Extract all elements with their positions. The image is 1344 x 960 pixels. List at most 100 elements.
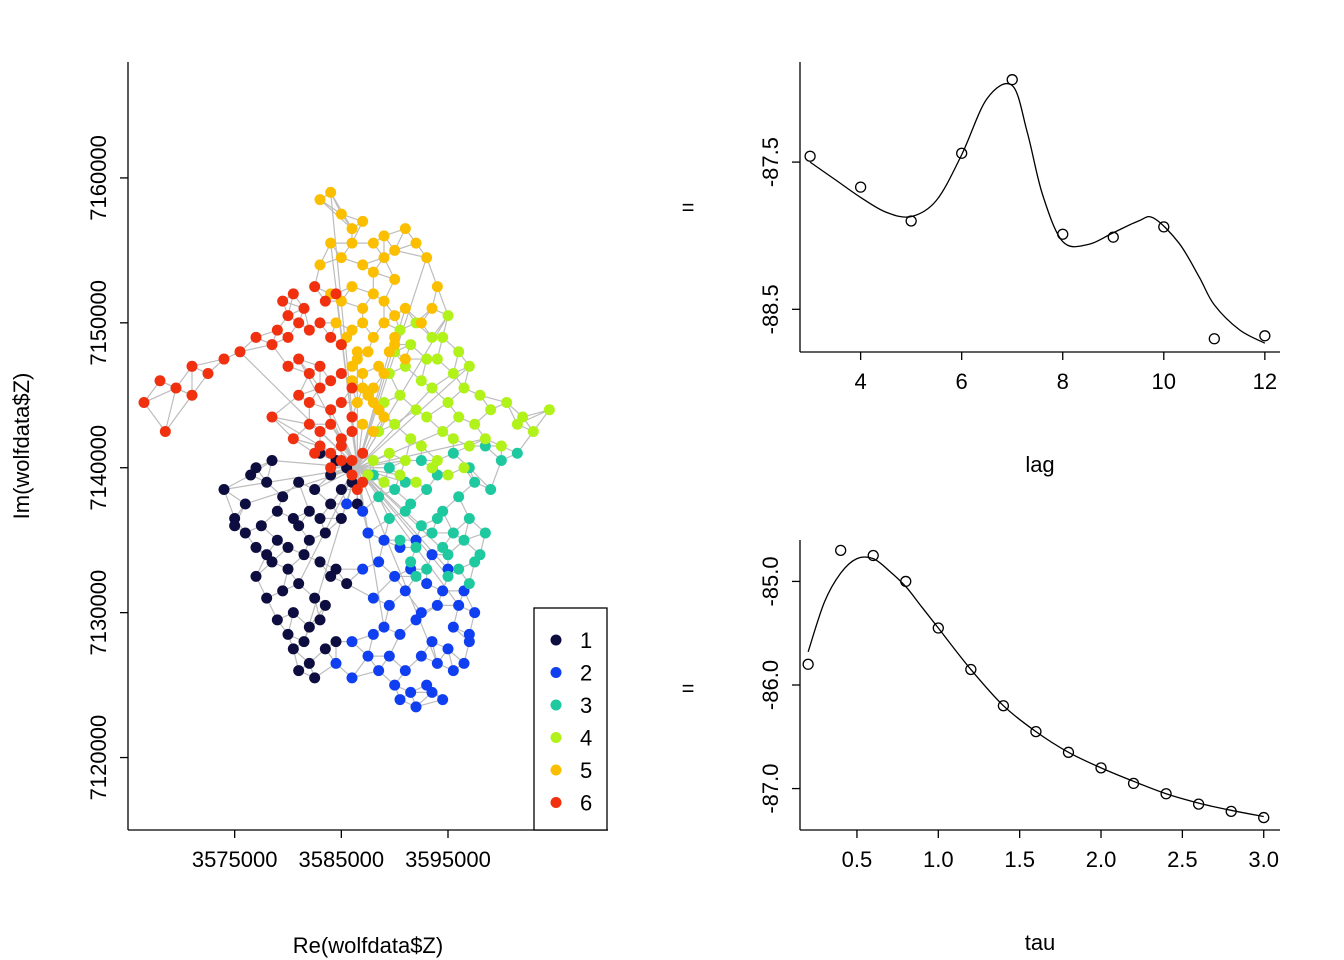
- map-point-cluster-3: [447, 447, 459, 459]
- map-point-cluster-1: [261, 592, 273, 604]
- map-point-cluster-4: [389, 418, 401, 430]
- map-point-cluster-3: [453, 563, 465, 575]
- map-point-cluster-3: [426, 527, 438, 539]
- tau-points: [802, 544, 1270, 824]
- legend-marker-6: [550, 797, 562, 808]
- map-point-cluster-5: [383, 346, 395, 358]
- map-point-cluster-4: [437, 331, 449, 343]
- map-point-cluster-2: [394, 628, 406, 640]
- lag-point: [1158, 221, 1170, 233]
- map-edge: [223, 467, 358, 491]
- tau-point: [835, 544, 847, 557]
- map-point-cluster-3: [447, 527, 459, 539]
- map-point-cluster-1: [293, 476, 305, 488]
- map-point-cluster-6: [325, 418, 337, 430]
- map-point-cluster-5: [357, 382, 369, 394]
- map-point-cluster-4: [415, 375, 427, 387]
- map-point-cluster-4: [383, 447, 395, 459]
- map-point-cluster-1: [298, 549, 310, 561]
- map-point-cluster-4: [447, 433, 459, 445]
- lag-y-side-label: =: [682, 195, 695, 220]
- map-point-cluster-6: [186, 389, 198, 401]
- map-point-cluster-3: [383, 462, 395, 474]
- map-point-cluster-5: [314, 194, 326, 206]
- map-point-cluster-6: [234, 346, 246, 358]
- map-point-cluster-1: [298, 636, 310, 648]
- map-point-cluster-1: [239, 498, 251, 510]
- map-point-cluster-6: [309, 281, 321, 293]
- map-point-cluster-6: [154, 375, 166, 387]
- map-point-cluster-6: [293, 389, 305, 401]
- map-point-cluster-5: [367, 331, 379, 343]
- tau-point: [1258, 811, 1270, 824]
- map-point-cluster-5: [362, 346, 374, 358]
- lag-x-tick-label: 10: [1152, 369, 1176, 394]
- map-point-cluster-2: [367, 592, 379, 604]
- tau-x-ticks: 0.5 1.0 1.5 2.0 2.5 3.0: [842, 830, 1279, 872]
- map-point-cluster-1: [250, 570, 262, 582]
- map-point-cluster-2: [383, 650, 395, 662]
- map-point-cluster-1: [255, 520, 267, 532]
- map-y-axis-title: Im(wolfdata$Z): [9, 373, 34, 520]
- map-point-cluster-5: [426, 302, 438, 314]
- map-point-cluster-3: [495, 454, 507, 466]
- map-point-cluster-2: [367, 628, 379, 640]
- map-point-cluster-2: [373, 665, 385, 677]
- map-point-cluster-2: [394, 694, 406, 706]
- lag-y-tick-label: -88.5: [758, 284, 783, 334]
- map-point-cluster-2: [415, 650, 427, 662]
- lag-y-ticks: -87.5 -88.5: [758, 137, 800, 334]
- map-point-cluster-6: [330, 288, 342, 300]
- map-point-cluster-6: [138, 397, 150, 409]
- lag-point: [1208, 333, 1220, 345]
- map-point-cluster-3: [469, 476, 481, 488]
- map-edge: [143, 402, 166, 432]
- map-point-cluster-5: [367, 288, 379, 300]
- map-point-cluster-1: [335, 483, 347, 495]
- legend-label-4: 4: [580, 726, 592, 751]
- map-point-cluster-3: [431, 512, 443, 524]
- map-point-cluster-6: [314, 426, 326, 438]
- map-point-cluster-5: [357, 259, 369, 271]
- map-point-cluster-3: [442, 570, 454, 582]
- map-point-cluster-2: [447, 621, 459, 633]
- map-point-cluster-2: [431, 657, 443, 669]
- map-point-cluster-5: [367, 237, 379, 249]
- tau-y-ticks: -85.0 -86.0 -87.0: [758, 556, 800, 814]
- map-point-cluster-6: [282, 331, 294, 343]
- map-x-ticks: 3575000 3585000 3595000: [192, 830, 491, 872]
- map-point-cluster-5: [378, 317, 390, 329]
- map-point-cluster-2: [437, 585, 449, 597]
- map-point-cluster-5: [378, 295, 390, 307]
- map-panel: 3575000 3585000 3595000 7120000 7130000 7140…: [9, 62, 608, 958]
- map-point-cluster-5: [389, 244, 401, 256]
- map-point-cluster-4: [501, 397, 513, 409]
- map-point-cluster-5: [378, 368, 390, 380]
- map-point-cluster-2: [346, 636, 358, 648]
- map-point-cluster-4: [543, 404, 555, 416]
- map-point-cluster-1: [282, 628, 294, 640]
- tau-panel: 0.5 1.0 1.5 2.0 2.5 3.0 -85.0 -86.0 -87.0 tau =: [682, 540, 1280, 955]
- map-point-cluster-6: [186, 360, 198, 372]
- map-edge: [164, 387, 177, 432]
- map-point-cluster-6: [277, 295, 289, 307]
- map-point-cluster-6: [202, 368, 214, 380]
- map-point-cluster-2: [362, 527, 374, 539]
- map-y-tick-label: 7140000: [86, 425, 111, 511]
- lag-points: [804, 74, 1271, 345]
- map-point-cluster-4: [447, 368, 459, 380]
- map-point-cluster-2: [431, 599, 443, 611]
- lag-point: [1107, 231, 1119, 243]
- map-point-cluster-4: [442, 397, 454, 409]
- map-point-cluster-2: [383, 599, 395, 611]
- tau-point: [1062, 746, 1075, 758]
- map-edge: [357, 438, 486, 469]
- map-point-cluster-4: [394, 389, 406, 401]
- map-point-cluster-3: [453, 491, 465, 503]
- map-y-tick-label: 7160000: [86, 135, 111, 221]
- map-point-cluster-2: [458, 657, 470, 669]
- tau-x-tick-label: 3.0: [1248, 847, 1279, 872]
- lag-x-ticks: 4 6 8 10 12: [855, 352, 1277, 394]
- map-point-cluster-6: [282, 310, 294, 322]
- map-point-cluster-4: [367, 454, 379, 466]
